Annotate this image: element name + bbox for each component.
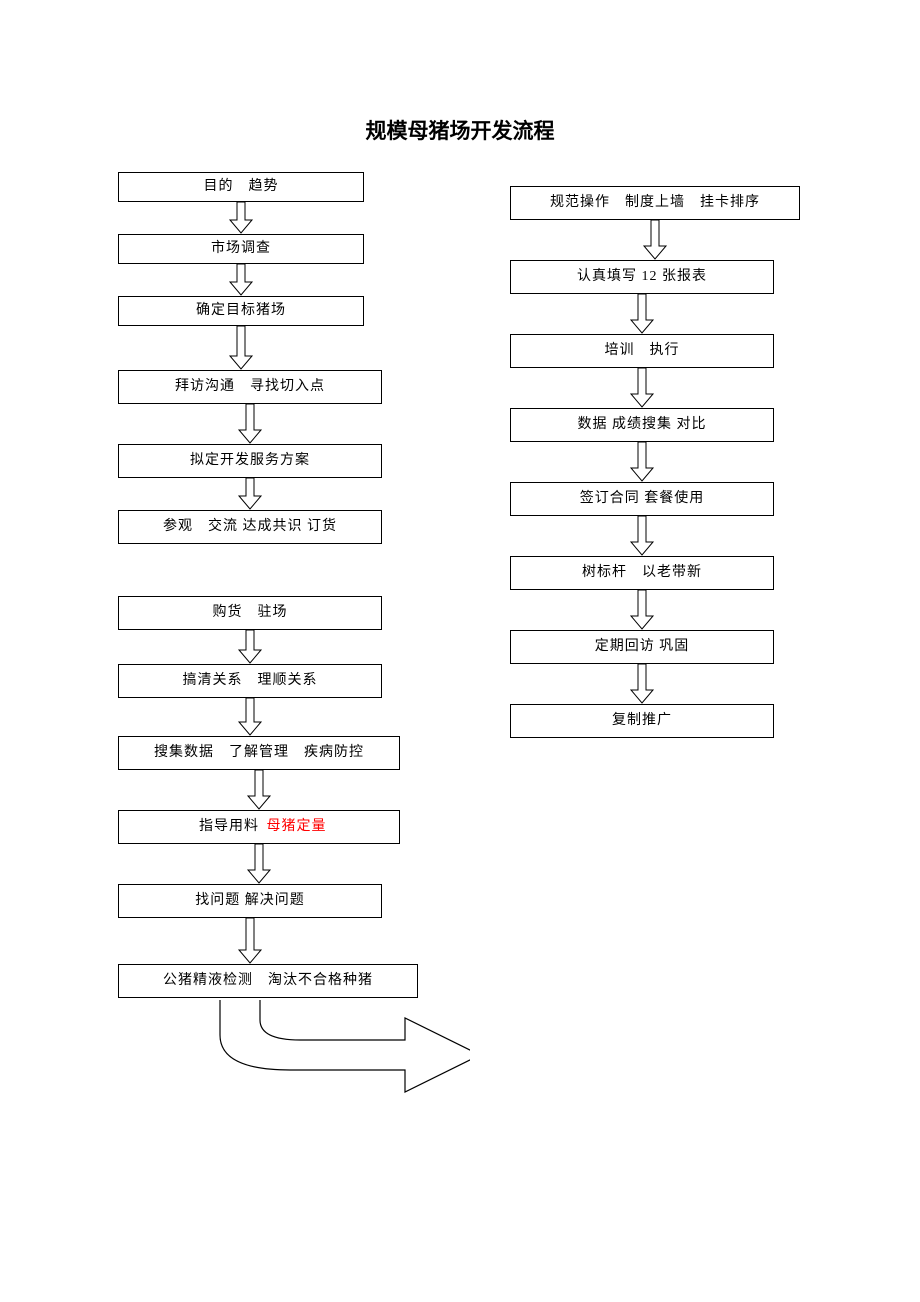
- arrow-down-icon: [237, 918, 263, 964]
- flow-box: 公猪精液检测 淘汰不合格种猪: [118, 964, 418, 998]
- flow-box-text: 树标杆 以老带新: [582, 564, 702, 582]
- flow-box: 培训 执行: [510, 334, 774, 368]
- flow-arrow: [642, 220, 668, 265]
- flow-box: 购货 驻场: [118, 596, 382, 630]
- arrow-down-icon: [246, 844, 272, 884]
- flow-box-text: 指导用料: [192, 818, 267, 836]
- flow-box-text: 购货 驻场: [213, 604, 288, 622]
- arrow-down-icon: [228, 202, 254, 234]
- flow-box: 数据 成绩搜集 对比: [510, 408, 774, 442]
- flow-box-text: 搜集数据 了解管理 疾病防控: [154, 744, 364, 762]
- flow-arrow: [629, 516, 655, 561]
- flow-box-text: 拟定开发服务方案: [190, 452, 310, 470]
- arrow-down-icon: [237, 630, 263, 664]
- flow-arrow: [228, 264, 254, 301]
- flow-box-text: 参观 交流 达成共识 订货: [163, 518, 337, 536]
- flow-arrow: [246, 770, 272, 815]
- arrow-down-icon: [629, 516, 655, 556]
- flow-arrow: [237, 918, 263, 969]
- flow-box-text: 确定目标猪场: [196, 302, 286, 320]
- flow-box: 找问题 解决问题: [118, 884, 382, 918]
- flow-box: 定期回访 巩固: [510, 630, 774, 664]
- flow-arrow: [629, 294, 655, 339]
- arrow-down-icon: [228, 264, 254, 296]
- flow-arrow: [237, 630, 263, 669]
- flow-box-text: 规范操作 制度上墙 挂卡排序: [550, 194, 760, 212]
- flow-box-text: 认真填写 12 张报表: [577, 268, 707, 286]
- flow-arrow: [629, 664, 655, 709]
- flow-box-text: 培训 执行: [605, 342, 680, 360]
- flow-box-text: 搞清关系 理顺关系: [183, 672, 318, 690]
- flow-box-text: 数据 成绩搜集 对比: [578, 416, 707, 434]
- arrow-down-icon: [629, 368, 655, 408]
- arrow-down-icon: [237, 478, 263, 510]
- arrow-down-icon: [237, 698, 263, 736]
- flow-box: 参观 交流 达成共识 订货: [118, 510, 382, 544]
- flow-box-text: 复制推广: [612, 712, 672, 730]
- arrow-down-icon: [246, 770, 272, 810]
- flow-box-text: 定期回访 巩固: [595, 638, 690, 656]
- flow-box-highlight: 母猪定量: [267, 818, 327, 836]
- flow-box-text: 拜访沟通 寻找切入点: [175, 378, 325, 396]
- flow-box: 指导用料 母猪定量: [118, 810, 400, 844]
- flow-arrow: [237, 698, 263, 741]
- flow-box-text: 找问题 解决问题: [195, 892, 305, 910]
- flow-arrow: [629, 368, 655, 413]
- flow-box: 签订合同 套餐使用: [510, 482, 774, 516]
- flow-box: 目的 趋势: [118, 172, 364, 202]
- arrow-down-icon: [629, 664, 655, 704]
- arrow-down-icon: [237, 404, 263, 444]
- flow-box-text: 签订合同 套餐使用: [580, 490, 705, 508]
- flow-box: 复制推广: [510, 704, 774, 738]
- flow-arrow: [629, 590, 655, 635]
- arrow-down-icon: [629, 294, 655, 334]
- flow-arrow: [237, 478, 263, 515]
- flow-arrow: [228, 202, 254, 239]
- flow-box-text: 目的 趋势: [204, 178, 279, 196]
- flow-box: 规范操作 制度上墙 挂卡排序: [510, 186, 800, 220]
- flow-arrow: [228, 326, 254, 375]
- flow-box: 搜集数据 了解管理 疾病防控: [118, 736, 400, 770]
- curved-arrow: [160, 1000, 470, 1100]
- flow-arrow: [629, 442, 655, 487]
- flow-arrow: [237, 404, 263, 449]
- arrow-down-icon: [228, 326, 254, 370]
- flow-box: 认真填写 12 张报表: [510, 260, 774, 294]
- arrow-down-icon: [629, 590, 655, 630]
- flow-arrow: [246, 844, 272, 889]
- flow-box: 树标杆 以老带新: [510, 556, 774, 590]
- arrow-down-icon: [642, 220, 668, 260]
- arrow-down-icon: [629, 442, 655, 482]
- page-title: 规模母猪场开发流程: [0, 115, 920, 145]
- flow-box: 拜访沟通 寻找切入点: [118, 370, 382, 404]
- flow-box: 搞清关系 理顺关系: [118, 664, 382, 698]
- flow-box: 拟定开发服务方案: [118, 444, 382, 478]
- flow-box-text: 公猪精液检测 淘汰不合格种猪: [163, 972, 373, 990]
- flow-box-text: 市场调查: [211, 240, 271, 258]
